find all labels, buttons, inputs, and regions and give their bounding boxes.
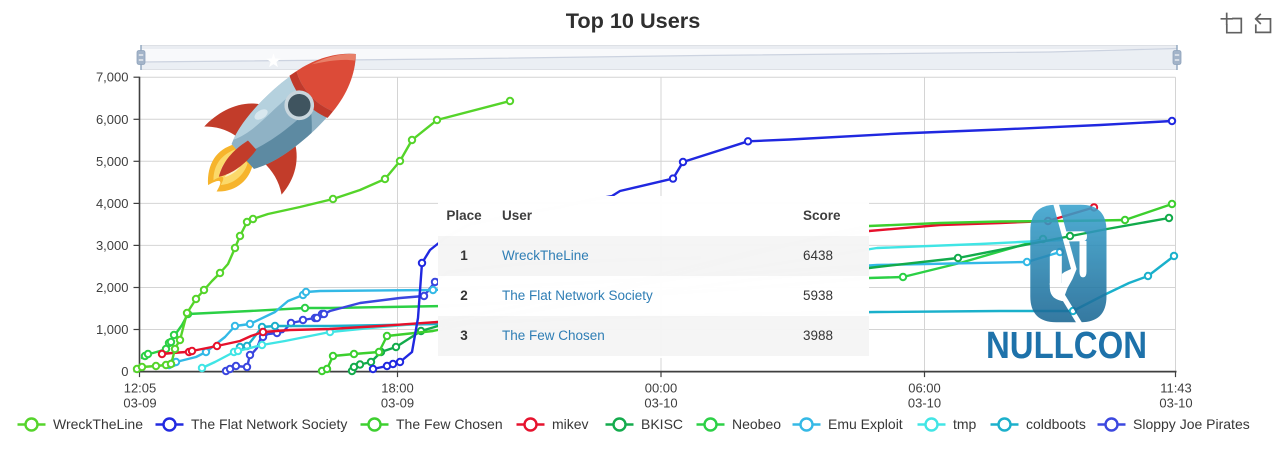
svg-text:5,000: 5,000 xyxy=(96,154,129,169)
svg-text:03-10: 03-10 xyxy=(908,396,941,411)
svg-text:6,000: 6,000 xyxy=(96,112,129,127)
svg-text:12:05: 12:05 xyxy=(124,381,157,396)
svg-text:1,000: 1,000 xyxy=(96,322,129,337)
svg-text:3,000: 3,000 xyxy=(96,238,129,253)
svg-text:03-09: 03-09 xyxy=(381,396,414,411)
svg-text:11:43: 11:43 xyxy=(1160,381,1192,396)
svg-text:0: 0 xyxy=(121,364,128,379)
svg-text:4,000: 4,000 xyxy=(96,196,129,211)
svg-text:03-10: 03-10 xyxy=(644,396,677,411)
svg-text:03-09: 03-09 xyxy=(123,396,156,411)
svg-text:00:00: 00:00 xyxy=(645,381,678,396)
svg-text:18:00: 18:00 xyxy=(381,381,414,396)
svg-text:7,000: 7,000 xyxy=(96,70,129,85)
svg-text:06:00: 06:00 xyxy=(908,381,941,396)
svg-text:03-10: 03-10 xyxy=(1159,396,1192,411)
svg-text:2,000: 2,000 xyxy=(96,280,129,295)
